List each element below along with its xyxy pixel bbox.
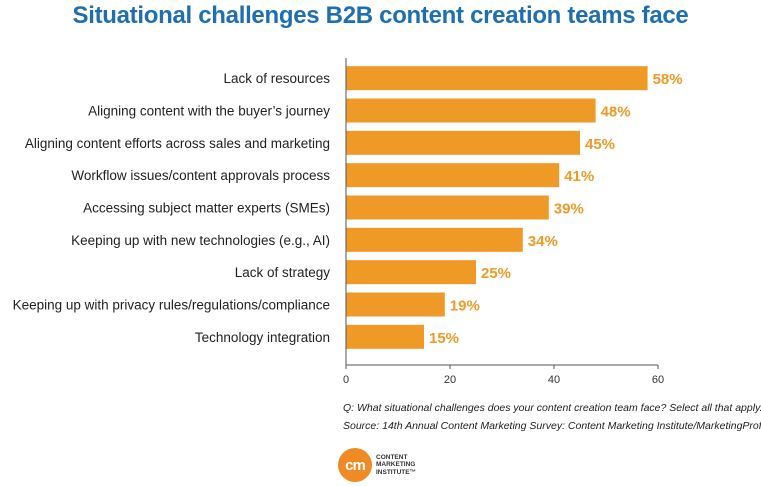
- chart-title: Situational challenges B2B content creat…: [72, 2, 689, 29]
- category-label: Keeping up with new technologies (e.g., …: [71, 233, 330, 248]
- logo-line-3: INSTITUTE™: [376, 468, 417, 476]
- bar: [346, 163, 560, 188]
- bar-chart: Lack of resources 58% Aligning content wit…: [13, 58, 683, 386]
- bar: [346, 66, 648, 91]
- data-label: 19%: [450, 298, 480, 315]
- data-label: 25%: [481, 265, 511, 282]
- category-label: Aligning content with the buyer’s journe…: [88, 104, 330, 119]
- category-label: Workflow issues/content approvals proces…: [71, 168, 330, 183]
- survey-question-note: Q: What situational challenges does your…: [343, 402, 761, 414]
- logo-line-2: MARKETING: [376, 461, 416, 469]
- category-label: Lack of resources: [223, 71, 330, 86]
- logo-line-1: CONTENT: [376, 453, 408, 461]
- category-label: Lack of strategy: [235, 265, 331, 280]
- source-note: Source: 14th Annual Content Marketing Su…: [343, 420, 761, 432]
- x-tick-label: 40: [548, 374, 560, 386]
- cmi-logo-badge: cm: [338, 448, 372, 482]
- data-label: 58%: [653, 71, 683, 88]
- category-label: Accessing subject matter experts (SMEs): [83, 201, 330, 216]
- x-tick-label: 0: [343, 374, 349, 386]
- category-label: Keeping up with privacy rules/regulation…: [13, 298, 330, 313]
- data-label: 39%: [554, 201, 584, 218]
- bar: [346, 98, 596, 123]
- x-axis: 0 20 40 60: [343, 58, 664, 386]
- cmi-logo-text: CONTENT MARKETING INSTITUTE™: [376, 454, 416, 477]
- data-label: 45%: [585, 136, 615, 153]
- bar: [346, 195, 549, 220]
- bar: [346, 324, 424, 349]
- bar: [346, 227, 523, 252]
- data-label: 34%: [528, 233, 558, 250]
- bar: [346, 292, 445, 317]
- bar: [346, 260, 476, 285]
- data-label: 48%: [601, 104, 631, 121]
- data-label: 41%: [564, 168, 594, 185]
- data-label: 15%: [429, 330, 459, 347]
- category-label: Technology integration: [195, 330, 330, 345]
- category-label: Aligning content efforts across sales an…: [25, 136, 330, 151]
- x-tick-label: 20: [444, 374, 456, 386]
- cmi-logo: cm CONTENT MARKETING INSTITUTE™: [338, 448, 416, 482]
- x-tick-label: 60: [652, 374, 664, 386]
- bars-layer: Lack of resources 58% Aligning content wit…: [13, 66, 683, 349]
- bar: [346, 130, 580, 155]
